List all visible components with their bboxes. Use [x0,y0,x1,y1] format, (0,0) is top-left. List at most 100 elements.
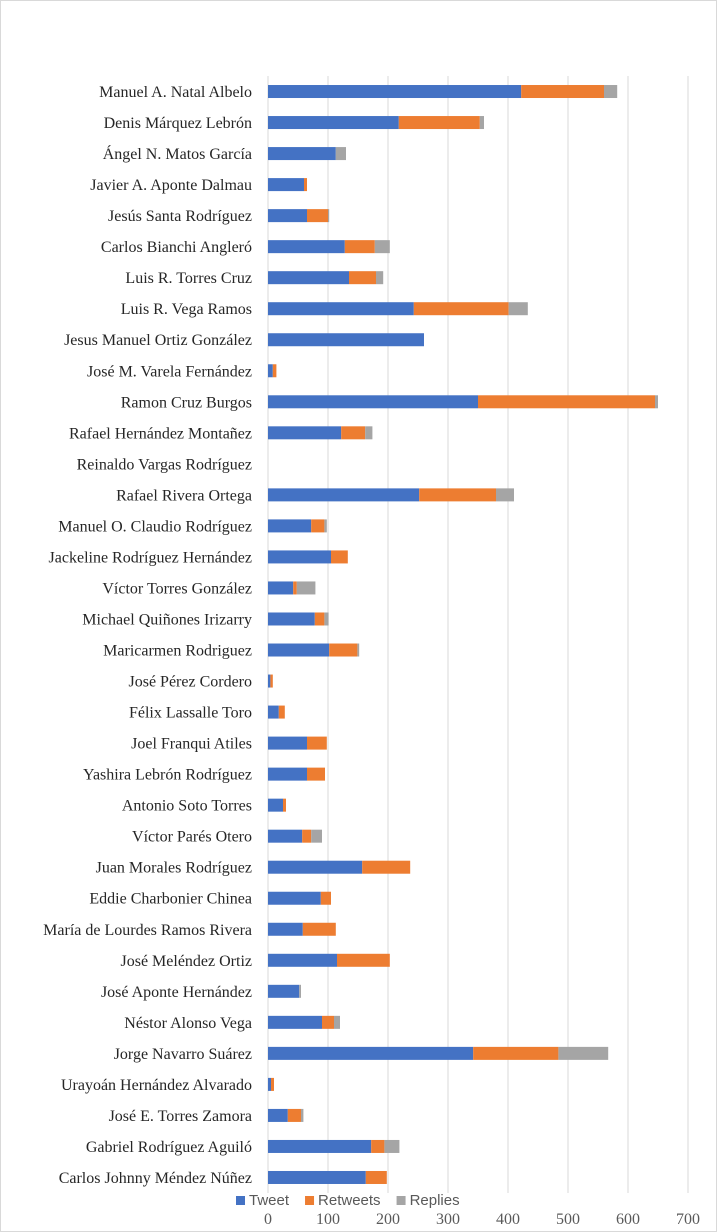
bar-segment-replies [334,1015,340,1029]
category-label: Víctor Parés Otero [132,829,252,846]
category-label: Maricarmen Rodriguez [103,643,252,660]
category-label: José Pérez Cordero [128,674,252,691]
bar-segment-tweet [268,147,336,161]
bar-segment-tweet [268,767,307,781]
bar-segment-retweets [302,829,312,843]
category-label: Gabriel Rodríguez Aguiló [86,1139,252,1156]
bar-segment-retweets [337,953,390,967]
bar-segment-retweets [349,271,376,285]
x-tick-label: 600 [616,1211,640,1228]
bar-segment-tweet [268,488,420,502]
bar-segment-replies [301,1108,304,1122]
category-label: José Aponte Hernández [101,984,252,1001]
category-label: Yashira Lebrón Rodríguez [83,767,252,784]
legend-label-retweets: Retweets [318,1192,381,1209]
bar-segment-tweet [268,1046,474,1060]
category-label: José Meléndez Ortiz [120,953,252,970]
bar-segment-tweet [268,209,307,223]
bar-segment-tweet [268,240,345,254]
bar-segment-retweets [371,1139,385,1153]
bar-segment-replies [558,1046,609,1060]
legend: Tweet Retweets Replies [236,1192,460,1209]
category-label: Manuel O. Claudio Rodríguez [58,518,252,535]
bar-segment-tweet [268,736,307,750]
bar-segment-replies [655,395,658,409]
bar-segment-replies [374,240,390,254]
bar-segment-tweet [268,1077,271,1091]
bar-segment-retweets [413,302,509,316]
legend-swatch-retweets [305,1196,315,1205]
bar-segment-retweets [307,209,328,223]
bar-segment-replies [365,426,373,440]
category-label: Rafael Rivera Ortega [116,487,252,504]
bar-segment-tweet [268,798,283,812]
bar-segment-tweet [268,643,330,657]
bar-segment-retweets [278,705,285,719]
category-label: María de Lourdes Ramos Rivera [43,922,252,939]
bar-segment-retweets [307,767,325,781]
bar-segment-tweet [268,271,349,285]
bar-segment-replies [296,581,316,595]
category-label: Manuel A. Natal Albelo [99,84,252,101]
bar-segment-retweets [419,488,496,502]
category-label: Jesús Santa Rodríguez [108,208,252,225]
bar-segment-retweets [478,395,655,409]
bar-segment-retweets [341,426,366,440]
x-tick-label: 500 [556,1211,580,1228]
bar-segment-retweets [329,643,358,657]
bar-segment-replies [496,488,514,502]
category-label: Luis R. Torres Cruz [125,270,252,287]
bar-segment-retweets [473,1046,559,1060]
category-label: Michael Quiñones Irizarry [82,611,252,628]
category-labels: Manuel A. Natal Albelo Denis Márquez Lebr… [43,84,252,1187]
category-label: Néstor Alonso Vega [124,1015,252,1032]
x-tick-label: 400 [496,1211,520,1228]
bar-segment-tweet [268,674,271,688]
bar-segment-retweets [521,85,604,99]
category-label: José E. Torres Zamora [109,1108,252,1125]
bar-segment-retweets [314,612,325,626]
bar-segment-retweets [344,240,375,254]
category-label: Jackeline Rodríguez Hernández [49,549,252,566]
bar-segment-retweets [283,798,286,812]
category-label: Ángel N. Matos García [103,144,252,163]
category-label: Javier A. Aponte Dalmau [90,177,252,194]
category-label: Antonio Soto Torres [122,798,252,815]
bar-segment-tweet [268,550,331,564]
legend-label-tweet: Tweet [249,1192,290,1209]
bar-segment-tweet [268,364,273,378]
bar-segment-tweet [268,984,300,998]
bars [268,85,658,1184]
bar-segment-replies [508,302,528,316]
bar-segment-retweets [272,364,277,378]
bar-segment-retweets [270,674,273,688]
bar-segment-tweet [268,395,478,409]
category-label: Joel Franqui Atiles [131,736,252,753]
category-label: Jesus Manuel Ortiz González [64,332,252,349]
legend-swatch-tweet [236,1196,245,1205]
bar-segment-replies [324,519,327,533]
category-label: Denis Márquez Lebrón [104,115,252,132]
bar-segment-tweet [268,333,424,347]
category-label: Luis R. Vega Ramos [121,301,252,318]
bar-segment-retweets [302,922,336,936]
bar-segment-retweets [362,860,411,874]
bar-segment-retweets [311,519,325,533]
category-label: José M. Varela Fernández [87,363,252,380]
x-tick-label: 200 [376,1211,400,1228]
bar-segment-replies [384,1139,400,1153]
bar-segment-tweet [268,705,279,719]
category-label: Félix Lassalle Toro [129,705,252,722]
bar-segment-tweet [268,953,337,967]
bar-segment-retweets [271,1077,274,1091]
bar-segment-retweets [287,1108,301,1122]
x-tick-label: 700 [676,1211,700,1228]
gridlines [267,76,689,1193]
legend-label-replies: Replies [410,1192,460,1209]
bar-segment-replies [311,829,322,843]
category-label: Eddie Charbonier Chinea [89,891,252,908]
bar-segment-replies [324,612,329,626]
bar-segment-replies [479,116,484,130]
x-tick-label: 300 [436,1211,460,1228]
